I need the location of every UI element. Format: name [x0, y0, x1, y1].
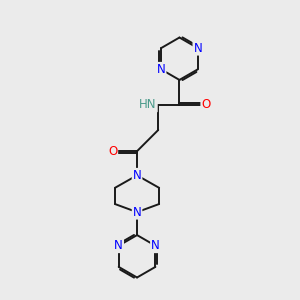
Text: N: N	[194, 42, 202, 55]
Text: HN: HN	[139, 98, 157, 111]
Text: O: O	[201, 98, 211, 111]
Text: N: N	[114, 239, 123, 252]
Text: N: N	[151, 239, 160, 252]
Text: O: O	[108, 145, 117, 158]
Text: N: N	[133, 206, 141, 219]
Text: N: N	[133, 169, 141, 182]
Text: N: N	[157, 63, 166, 76]
